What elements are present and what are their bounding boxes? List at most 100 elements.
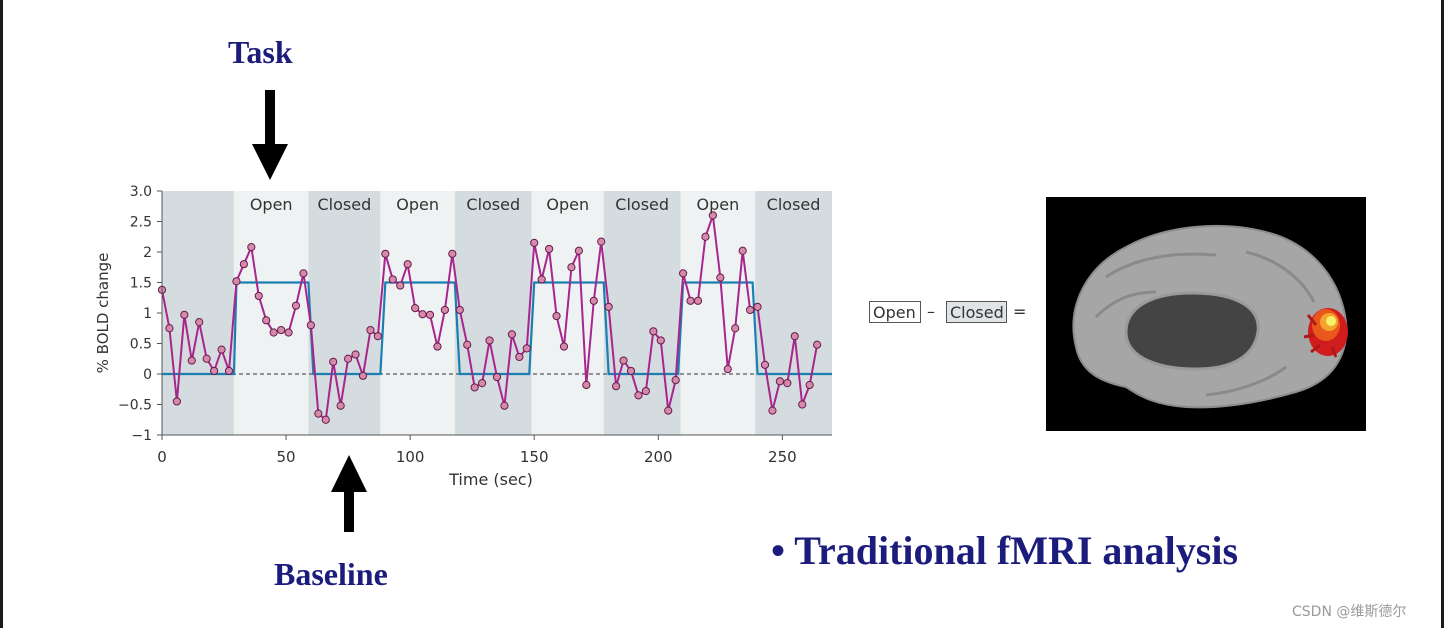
data-point-71 <box>686 296 695 305</box>
data-point-77 <box>731 324 740 333</box>
data-point-12 <box>247 243 256 252</box>
data-point-58 <box>589 296 598 305</box>
block-label-3: Open <box>396 195 439 214</box>
data-point-23 <box>329 357 338 366</box>
x-tick-label-2: 100 <box>396 448 425 466</box>
data-point-16 <box>277 325 286 335</box>
block-band-4 <box>454 191 532 435</box>
data-point-34 <box>411 304 420 313</box>
baseline-annotation: Baseline <box>274 556 388 592</box>
data-point-11 <box>239 260 248 269</box>
data-point-6 <box>202 354 211 363</box>
data-point-22 <box>321 415 330 424</box>
data-point-46 <box>500 401 509 410</box>
data-point-55 <box>567 263 576 272</box>
block-label-4: Closed <box>466 195 520 214</box>
data-point-9 <box>224 366 234 376</box>
data-point-86 <box>798 400 807 409</box>
data-point-44 <box>485 336 494 345</box>
brain-activation-panel <box>1046 197 1366 431</box>
data-point-70 <box>679 269 688 278</box>
data-point-75 <box>716 273 725 282</box>
data-point-80 <box>753 302 762 311</box>
block-label-7: Open <box>696 195 739 214</box>
data-point-38 <box>440 305 449 315</box>
x-tick-label-3: 150 <box>520 448 549 466</box>
data-point-49 <box>522 344 531 353</box>
data-point-83 <box>775 377 784 386</box>
data-point-1 <box>165 324 174 333</box>
block-band-7 <box>680 191 756 435</box>
data-point-14 <box>262 316 271 325</box>
y-tick-label-7: 2.5 <box>130 215 152 231</box>
data-point-81 <box>760 360 770 369</box>
y-tick-label-0: −1 <box>131 428 152 444</box>
data-point-32 <box>396 281 405 290</box>
block-label-5: Open <box>546 195 589 214</box>
data-point-18 <box>291 301 301 310</box>
chart-axes: 0 50 100 150 200 250 −1 −0.5 0 0.5 1 1.5 2 2.5 3.0 <box>118 184 832 466</box>
data-point-2 <box>172 397 181 406</box>
block-bands <box>162 191 832 435</box>
data-point-4 <box>187 356 196 365</box>
data-point-69 <box>671 376 680 385</box>
data-point-48 <box>515 352 524 362</box>
data-point-21 <box>314 409 323 418</box>
y-tick-label-1: −0.5 <box>118 398 152 414</box>
data-point-10 <box>232 277 241 286</box>
data-point-63 <box>626 366 636 376</box>
data-point-41 <box>463 340 472 349</box>
data-point-74 <box>708 211 717 220</box>
data-point-73 <box>701 232 710 241</box>
x-axis-label: Time (sec) <box>448 470 533 489</box>
data-point-62 <box>619 356 628 365</box>
data-point-31 <box>388 275 397 284</box>
data-point-35 <box>418 310 427 319</box>
data-point-29 <box>373 332 382 341</box>
data-point-53 <box>552 311 561 321</box>
data-point-76 <box>723 365 732 374</box>
data-point-28 <box>366 325 375 335</box>
data-point-65 <box>641 386 650 396</box>
x-tick-label-0: 0 <box>157 448 167 466</box>
data-point-43 <box>478 379 487 388</box>
data-point-42 <box>470 383 479 392</box>
data-point-78 <box>738 246 747 255</box>
data-point-85 <box>790 332 799 341</box>
y-tick-label-3: 0.5 <box>130 337 152 353</box>
data-point-15 <box>269 328 278 337</box>
data-point-36 <box>425 310 435 319</box>
data-point-59 <box>597 237 606 246</box>
data-point-30 <box>381 249 390 258</box>
data-point-51 <box>537 275 546 284</box>
bold-data-points <box>157 211 822 424</box>
watermark: CSDN @维斯德尔 <box>1292 604 1407 620</box>
block-label-8: Closed <box>767 195 821 214</box>
data-point-56 <box>574 246 583 255</box>
data-point-7 <box>210 366 219 376</box>
y-tick-label-4: 1 <box>143 306 152 322</box>
data-point-64 <box>634 391 643 400</box>
right-frame-border <box>1441 0 1444 628</box>
y-tick-label-2: 0 <box>143 367 152 383</box>
formula-closed-box: Closed <box>946 301 1007 323</box>
block-band-6 <box>603 191 681 435</box>
data-point-19 <box>299 269 308 278</box>
data-point-5 <box>195 318 204 327</box>
formula-minus: – <box>927 302 935 321</box>
left-frame-border <box>0 0 3 628</box>
brain-gyri-lines <box>1094 250 1316 397</box>
data-point-57 <box>582 380 591 390</box>
data-point-33 <box>403 260 412 269</box>
data-point-54 <box>559 342 569 351</box>
y-tick-label-5: 1.5 <box>130 276 152 292</box>
brain-medial-view-image <box>1072 224 1348 409</box>
data-point-72 <box>693 296 703 305</box>
data-point-37 <box>433 342 442 351</box>
data-point-66 <box>649 327 658 336</box>
x-tick-label-1: 50 <box>277 448 296 466</box>
data-point-25 <box>344 354 353 363</box>
block-band-1 <box>233 191 309 435</box>
data-point-61 <box>612 382 621 391</box>
block-band-8 <box>755 191 832 435</box>
